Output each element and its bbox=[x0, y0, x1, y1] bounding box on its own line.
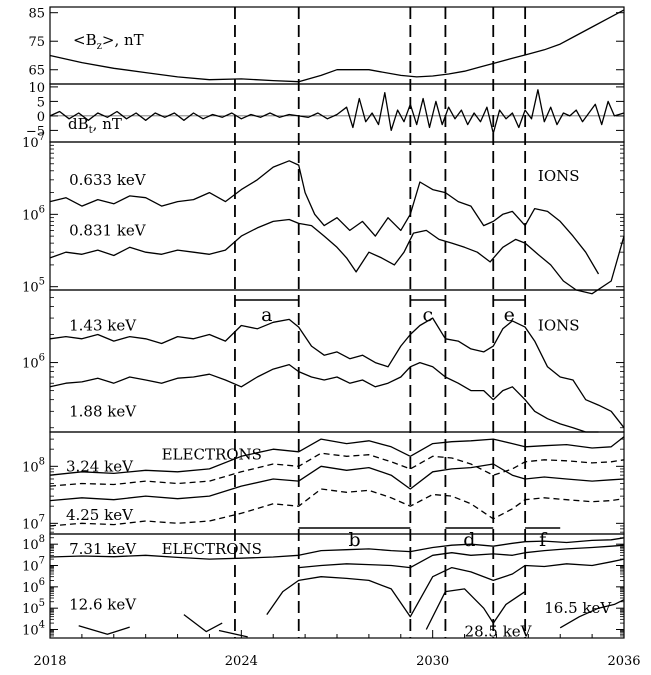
panel-frame bbox=[49, 141, 625, 291]
y-tick-label: 10 bbox=[28, 81, 45, 96]
event-lines-layer: a c e b d f bbox=[234, 7, 561, 638]
panel-bz: 65 75 85 <Bz>, nT bbox=[28, 6, 625, 85]
y-tick-label: 107 bbox=[22, 132, 45, 151]
y-tick-label: 105 bbox=[22, 598, 45, 617]
y-tick-label: −5 bbox=[26, 124, 45, 139]
interval-label: b bbox=[348, 529, 360, 551]
series-line-1 bbox=[49, 317, 625, 429]
series-line-7 bbox=[183, 614, 223, 633]
annotation-text: 0.831 keV bbox=[69, 221, 147, 239]
interval-label: a bbox=[261, 304, 272, 326]
annotation-text: 28.5 keV bbox=[465, 623, 533, 641]
annotation-text: 3.24 keV bbox=[66, 457, 134, 475]
x-axis: 2018 2024 2030 2036 bbox=[33, 630, 641, 669]
annotation-text: ELECTRONS bbox=[162, 540, 262, 558]
interval-label: f bbox=[539, 529, 548, 551]
series-line-4 bbox=[49, 488, 625, 527]
series-line-3 bbox=[266, 558, 625, 618]
x-tick-label: 2024 bbox=[225, 654, 258, 669]
y-tick-label: 107 bbox=[22, 513, 45, 532]
interval-c: c bbox=[410, 299, 446, 326]
annotation-text: 16.5 keV bbox=[544, 599, 612, 617]
annotation-text: 0.633 keV bbox=[69, 171, 147, 189]
series-line-8 bbox=[218, 629, 248, 638]
series-line-2 bbox=[49, 452, 625, 487]
panel-ions2: 106 1.43 keV 1.88 keV IONS bbox=[22, 289, 625, 433]
annotation-text: IONS bbox=[538, 167, 580, 185]
x-tick-label: 2036 bbox=[607, 654, 640, 669]
series-line-3 bbox=[49, 463, 625, 502]
series-line-1 bbox=[49, 436, 625, 476]
interval-d: d bbox=[445, 527, 494, 551]
y-tick-label: 0 bbox=[37, 110, 45, 125]
panel-ions1: 105 106 107 0.633 keV 0.831 keV IONS bbox=[22, 132, 625, 296]
x-tick-label: 2030 bbox=[416, 654, 449, 669]
interval-b: b bbox=[298, 527, 411, 551]
series-line-2 bbox=[49, 361, 599, 433]
annotation-text: ELECTRONS bbox=[162, 446, 262, 464]
interval-f: f bbox=[525, 527, 561, 551]
interval-e: e bbox=[493, 299, 526, 326]
series-line-5 bbox=[559, 599, 625, 629]
y-tick-label: 107 bbox=[22, 556, 45, 575]
y-tick-label: 85 bbox=[28, 7, 45, 22]
series-line-1 bbox=[49, 89, 625, 134]
series-line-1 bbox=[49, 537, 625, 560]
panel-label-bz: <Bz>, nT bbox=[73, 31, 144, 52]
x-tick-label: 2018 bbox=[33, 654, 66, 669]
y-tick-label: 75 bbox=[28, 35, 45, 50]
y-tick-label: 65 bbox=[28, 64, 45, 79]
annotation-text: 7.31 keV bbox=[69, 540, 137, 558]
annotation-text: 1.88 keV bbox=[69, 402, 137, 420]
interval-label: c bbox=[423, 304, 434, 326]
panel-label-dbt: dBt, nT bbox=[68, 115, 122, 136]
y-tick-label: 108 bbox=[22, 456, 45, 475]
y-tick-label: 104 bbox=[22, 620, 45, 639]
interval-a: a bbox=[234, 299, 299, 326]
annotation-text: 4.25 keV bbox=[66, 506, 134, 524]
y-tick-label: 106 bbox=[22, 353, 45, 372]
y-tick-label: 5 bbox=[37, 95, 45, 110]
panel-electrons2: 104 105 106 107 108 7.31 keV ELECTRONS 12.6 keV… bbox=[22, 533, 625, 641]
y-tick-label: 108 bbox=[22, 534, 45, 553]
y-tick-label: 106 bbox=[22, 204, 45, 223]
y-tick-label: 105 bbox=[22, 277, 45, 296]
interval-label: d bbox=[463, 529, 475, 551]
panel-electrons1: 107 108 3.24 keV ELECTRONS 4.25 keV bbox=[22, 431, 625, 535]
annotation-text: IONS bbox=[538, 316, 580, 334]
series-line-1 bbox=[49, 9, 625, 83]
y-tick-label: 106 bbox=[22, 577, 45, 596]
series-line-6 bbox=[78, 625, 130, 635]
panel-frame bbox=[49, 431, 625, 535]
series-line-1 bbox=[49, 160, 600, 275]
series-line-2 bbox=[298, 544, 625, 569]
annotation-text: 1.43 keV bbox=[69, 316, 137, 334]
interval-label: e bbox=[504, 304, 515, 326]
annotation-text: 12.6 keV bbox=[69, 595, 137, 613]
